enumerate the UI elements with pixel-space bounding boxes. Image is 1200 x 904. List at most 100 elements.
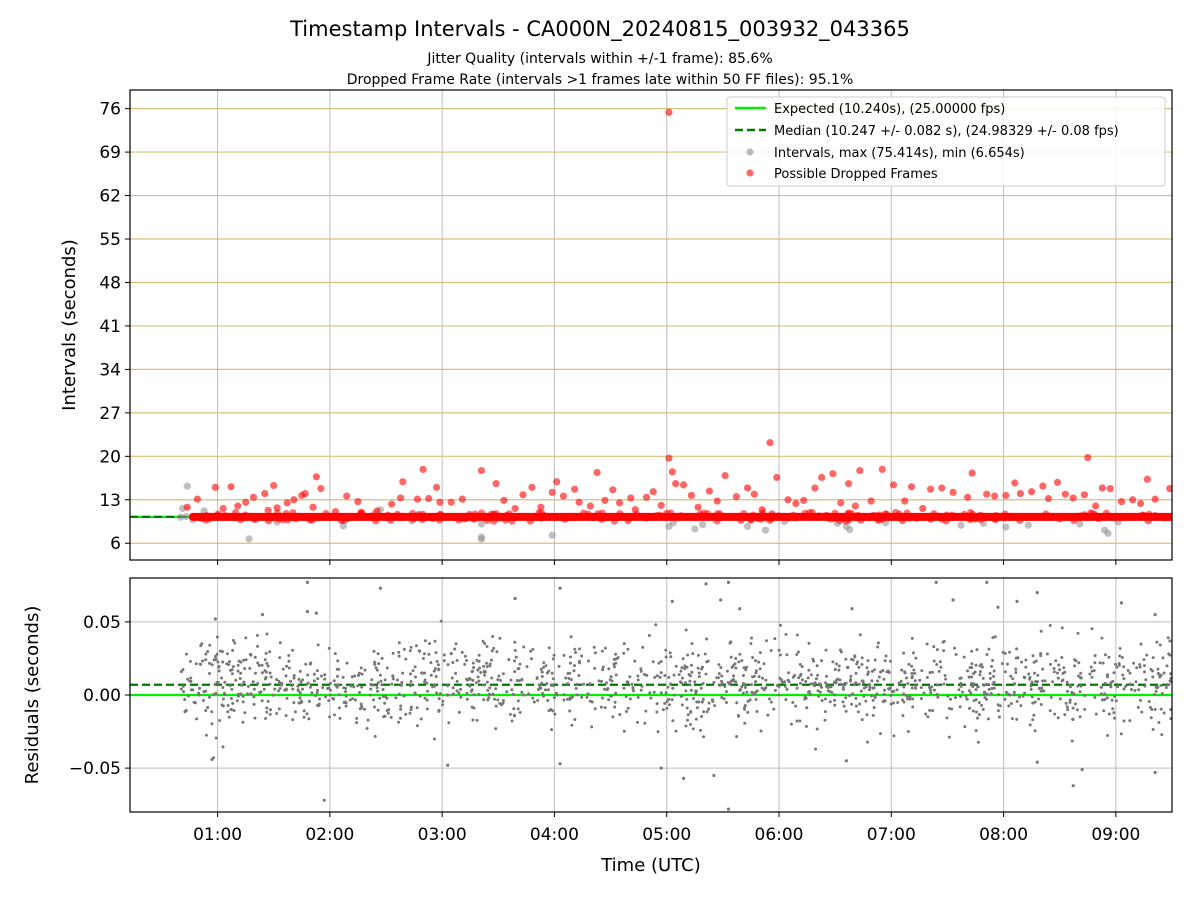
residual-outlier-14 bbox=[934, 580, 938, 584]
dropped-point-52 bbox=[631, 506, 639, 514]
residual-point-312 bbox=[914, 656, 918, 660]
dropped-band-point-156 bbox=[1024, 513, 1033, 521]
residual-point-203 bbox=[373, 734, 377, 738]
residual-point-192 bbox=[1115, 685, 1119, 689]
residual-point-737 bbox=[696, 653, 700, 657]
residual-point-299 bbox=[1061, 671, 1065, 675]
interval-point-18 bbox=[669, 519, 678, 527]
residual-point-861 bbox=[707, 707, 711, 711]
residual-point-140 bbox=[707, 701, 711, 705]
residual-point-990 bbox=[492, 646, 496, 650]
dropped-band-point-158 bbox=[289, 509, 297, 517]
residual-point-1176 bbox=[605, 688, 609, 692]
residual-point-1262 bbox=[996, 703, 1000, 707]
residual-point-82 bbox=[1048, 709, 1052, 713]
residual-point-1235 bbox=[197, 693, 201, 697]
dropped-point-94 bbox=[1002, 491, 1010, 500]
residual-point-204 bbox=[1093, 695, 1097, 699]
residual-point-1200 bbox=[546, 688, 550, 692]
residual-point-602 bbox=[688, 683, 692, 687]
top-ytick-label-8: 62 bbox=[99, 187, 121, 207]
residual-point-1309 bbox=[551, 677, 555, 681]
residual-point-405 bbox=[655, 674, 659, 678]
dropped-band-point-105 bbox=[1056, 515, 1064, 523]
residual-point-1359 bbox=[785, 687, 789, 691]
residual-point-1056 bbox=[820, 685, 824, 689]
residual-point-1213 bbox=[283, 688, 287, 692]
dropped-point-66 bbox=[743, 484, 752, 492]
residual-point-868 bbox=[593, 707, 597, 711]
residual-point-1355 bbox=[993, 635, 997, 639]
residual-point-1281 bbox=[195, 717, 199, 721]
residual-point-1316 bbox=[475, 658, 479, 662]
residual-point-66 bbox=[1051, 680, 1055, 684]
residual-point-738 bbox=[686, 713, 690, 717]
residual-point-20 bbox=[809, 692, 813, 696]
residual-point-1222 bbox=[954, 652, 958, 656]
residual-point-727 bbox=[434, 675, 438, 679]
residual-point-689 bbox=[927, 685, 931, 689]
residual-point-241 bbox=[600, 649, 604, 653]
interval-point-32 bbox=[1076, 520, 1084, 528]
dropped-point-5 bbox=[234, 502, 242, 510]
residual-point-1027 bbox=[978, 673, 982, 677]
residual-point-6 bbox=[231, 638, 235, 642]
residual-point-1125 bbox=[614, 691, 618, 695]
residual-point-284 bbox=[1139, 642, 1143, 646]
residual-point-511 bbox=[1110, 698, 1114, 702]
residual-point-471 bbox=[1076, 674, 1080, 678]
residual-point-313 bbox=[686, 718, 690, 722]
residual-point-1381 bbox=[815, 664, 819, 668]
residual-point-449 bbox=[1113, 662, 1117, 666]
residual-point-649 bbox=[724, 690, 728, 694]
residual-point-695 bbox=[846, 665, 850, 669]
residual-point-152 bbox=[659, 660, 663, 664]
residual-point-907 bbox=[674, 729, 678, 733]
residual-point-963 bbox=[796, 650, 800, 654]
residual-point-437 bbox=[451, 692, 455, 696]
residual-point-1475 bbox=[734, 657, 738, 661]
dropped-point-90 bbox=[964, 493, 972, 501]
residual-point-586 bbox=[659, 691, 663, 695]
residual-point-198 bbox=[941, 640, 945, 644]
dropped-point-106 bbox=[1098, 484, 1106, 492]
residual-point-470 bbox=[746, 710, 750, 714]
dropped-band-point-193 bbox=[415, 510, 423, 519]
residual-point-843 bbox=[597, 679, 601, 683]
residual-point-866 bbox=[798, 681, 802, 685]
residual-point-1092 bbox=[1043, 679, 1047, 683]
residual-point-9 bbox=[380, 683, 384, 687]
residual-point-1319 bbox=[1034, 659, 1038, 663]
residual-point-1368 bbox=[912, 668, 916, 672]
residual-point-1402 bbox=[1021, 694, 1025, 698]
residual-point-645 bbox=[593, 651, 597, 655]
residual-point-1218 bbox=[471, 669, 475, 673]
residual-point-775 bbox=[1040, 689, 1044, 693]
residual-point-479 bbox=[945, 716, 949, 720]
residual-point-374 bbox=[1151, 728, 1155, 732]
residual-point-734 bbox=[375, 689, 379, 693]
residual-point-1328 bbox=[493, 697, 497, 701]
dropped-band-point-86 bbox=[282, 509, 290, 518]
residual-point-856 bbox=[603, 646, 607, 650]
residual-point-1001 bbox=[1030, 680, 1034, 684]
residual-point-142 bbox=[632, 689, 636, 693]
residual-point-1452 bbox=[512, 707, 516, 711]
residual-point-519 bbox=[614, 652, 618, 656]
residual-point-15 bbox=[494, 687, 498, 691]
residual-point-1495 bbox=[729, 682, 733, 686]
residual-point-627 bbox=[353, 698, 357, 702]
dropped-band-point-160 bbox=[1145, 510, 1153, 518]
dropped-point-24 bbox=[388, 500, 396, 508]
residual-point-92 bbox=[1107, 712, 1111, 716]
residual-point-280 bbox=[425, 698, 429, 702]
residual-point-926 bbox=[972, 682, 976, 686]
residual-point-1144 bbox=[665, 706, 669, 710]
top-ytick-label-0: 6 bbox=[110, 534, 121, 554]
residual-point-1339 bbox=[1001, 650, 1005, 654]
residual-point-801 bbox=[300, 687, 304, 691]
dropped-point-112 bbox=[1151, 495, 1159, 503]
dropped-point-109 bbox=[1129, 496, 1137, 504]
residual-point-981 bbox=[761, 676, 765, 680]
residual-point-693 bbox=[764, 678, 768, 682]
